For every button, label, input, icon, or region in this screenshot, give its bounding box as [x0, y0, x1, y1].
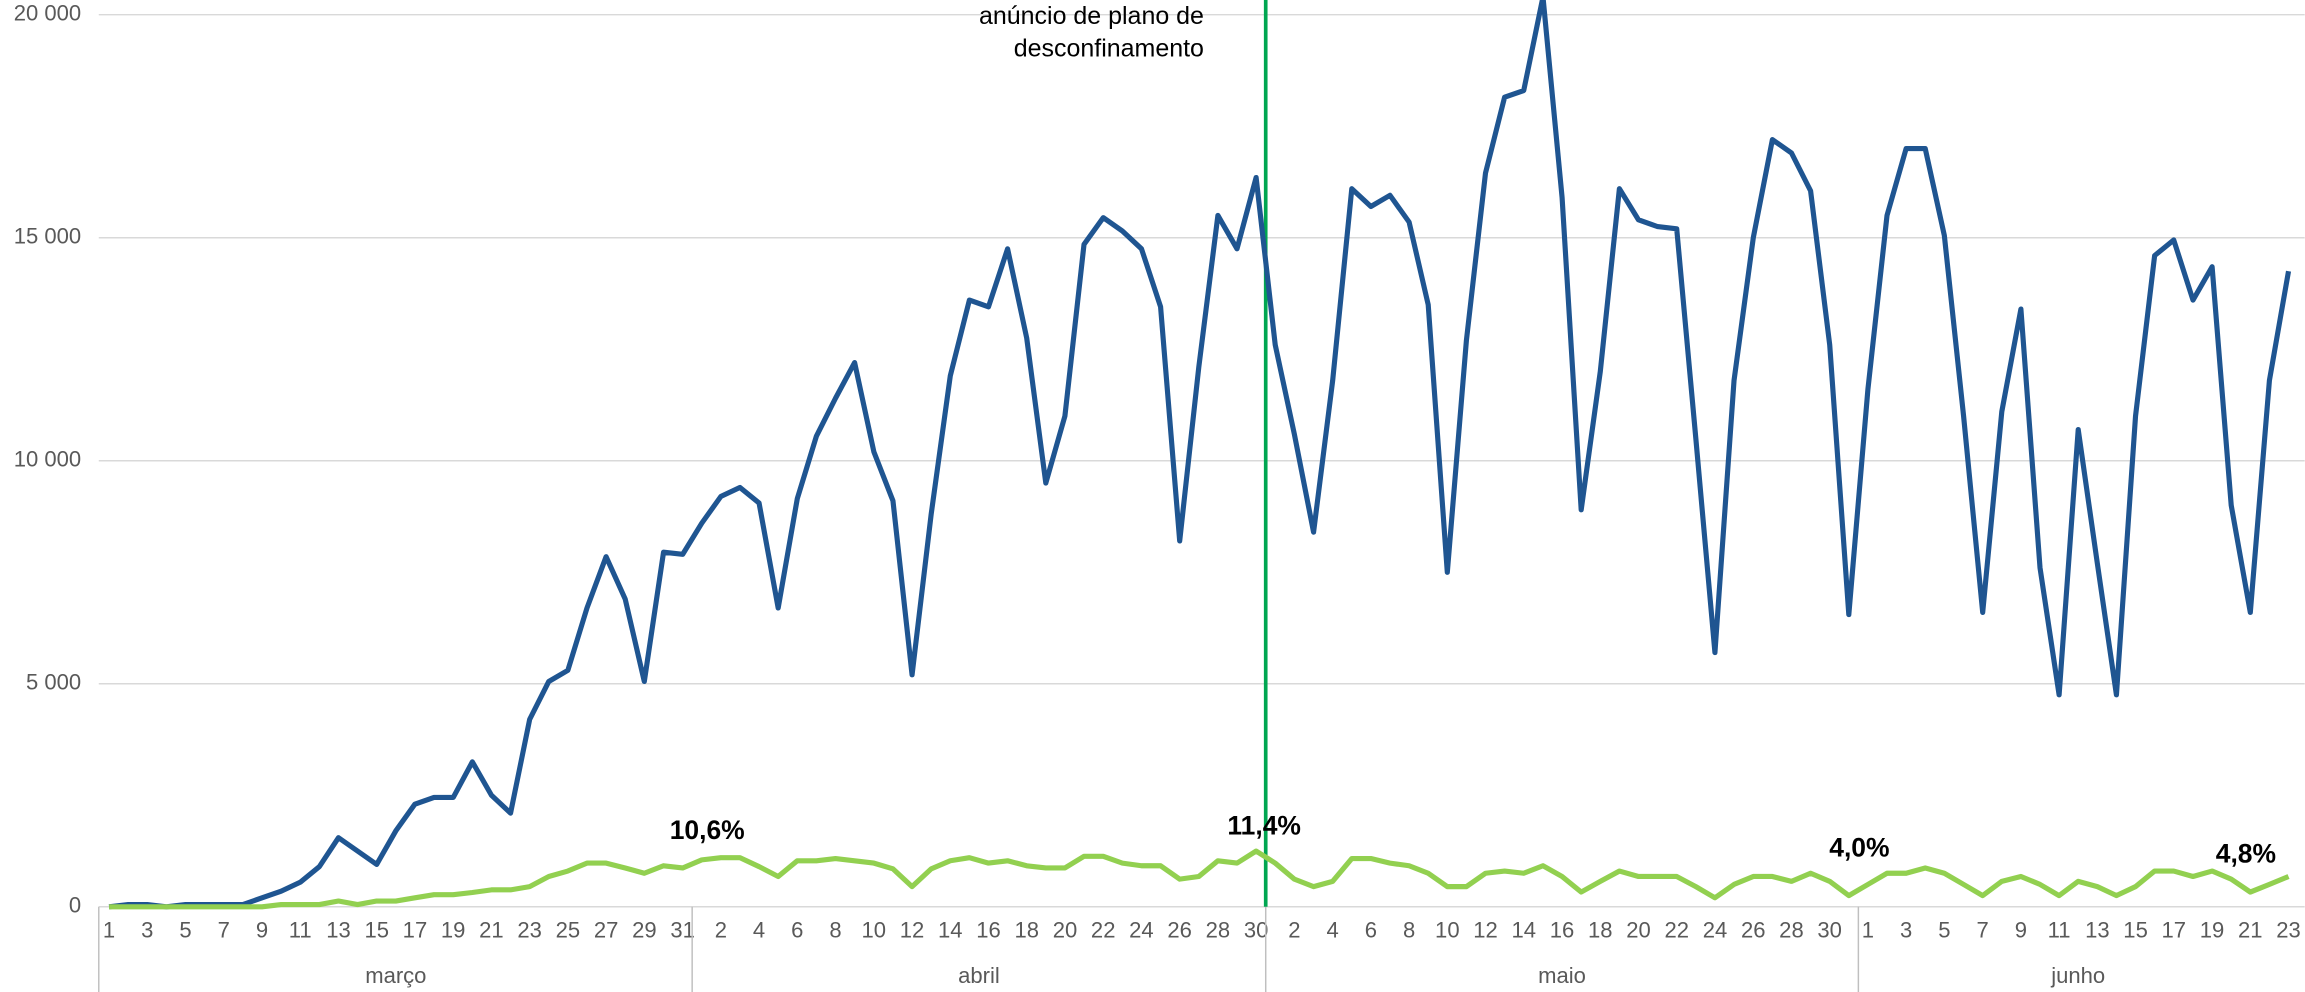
x-tick-label: 29	[632, 918, 657, 943]
x-tick-label: 12	[900, 918, 925, 943]
x-tick-label: 12	[1473, 918, 1498, 943]
x-tick-label: 9	[2015, 918, 2027, 943]
y-tick-label: 15 000	[14, 224, 81, 249]
x-tick-label: 16	[1550, 918, 1575, 943]
data-annotation: 4,0%	[1829, 832, 1889, 862]
x-tick-label: 11	[2048, 918, 2071, 943]
x-tick-label: 5	[179, 918, 191, 943]
x-tick-label: 7	[1977, 918, 1989, 943]
data-annotation: 4,8%	[2216, 838, 2276, 868]
x-tick-label: 19	[441, 918, 466, 943]
data-annotation: 10,6%	[670, 815, 745, 845]
x-tick-label: 5	[1938, 918, 1950, 943]
x-tick-label: 3	[141, 918, 153, 943]
y-tick-label: 20 000	[14, 1, 81, 26]
x-tick-label: 16	[976, 918, 1001, 943]
x-tick-label: 4	[1326, 918, 1338, 943]
month-label: abril	[958, 963, 1000, 988]
x-tick-label: 24	[1703, 918, 1728, 943]
x-tick-label: 18	[1588, 918, 1613, 943]
x-tick-label: 31	[670, 918, 695, 943]
x-tick-label: 4	[753, 918, 765, 943]
x-tick-label: 28	[1206, 918, 1231, 943]
data-annotation: 11,4%	[1227, 810, 1301, 840]
x-tick-label: 21	[2238, 918, 2263, 943]
x-tick-label: 2	[1288, 918, 1300, 943]
month-label: maio	[1538, 963, 1586, 988]
x-tick-label: 23	[2276, 918, 2301, 943]
x-tick-label: 1	[1862, 918, 1874, 943]
x-tick-label: 25	[556, 918, 581, 943]
month-label: junho	[2050, 963, 2105, 988]
x-tick-label: 20	[1053, 918, 1078, 943]
x-tick-label: 1	[103, 918, 115, 943]
x-tick-label: 26	[1167, 918, 1192, 943]
x-tick-label: 26	[1741, 918, 1766, 943]
x-tick-label: 10	[862, 918, 887, 943]
x-tick-label: 18	[1014, 918, 1039, 943]
y-tick-label: 0	[69, 893, 81, 918]
x-tick-label: 20	[1626, 918, 1651, 943]
x-tick-label: 27	[594, 918, 619, 943]
x-tick-label: 2	[715, 918, 727, 943]
event-annotation: anúncio de plano de	[979, 2, 1204, 30]
x-tick-label: 6	[791, 918, 803, 943]
x-tick-label: 17	[403, 918, 428, 943]
x-tick-label: 28	[1779, 918, 1804, 943]
x-tick-label: 13	[2085, 918, 2110, 943]
x-tick-label: 8	[1403, 918, 1415, 943]
y-tick-label: 5 000	[26, 670, 81, 695]
series-line	[108, 0, 2292, 910]
x-tick-label: 23	[517, 918, 542, 943]
x-tick-label: 24	[1129, 918, 1154, 943]
series-line	[109, 848, 2290, 910]
x-tick-label: 15	[364, 918, 389, 943]
x-tick-label: 8	[829, 918, 841, 943]
x-tick-label: 19	[2200, 918, 2225, 943]
x-tick-label: 15	[2123, 918, 2148, 943]
x-tick-label: 6	[1365, 918, 1377, 943]
x-tick-label: 30	[1817, 918, 1842, 943]
x-tick-label: 21	[479, 918, 504, 943]
x-tick-label: 7	[218, 918, 230, 943]
x-tick-label: 13	[326, 918, 351, 943]
x-tick-label: 10	[1435, 918, 1460, 943]
x-tick-label: 14	[938, 918, 963, 943]
x-tick-label: 22	[1664, 918, 1689, 943]
x-tick-label: 14	[1512, 918, 1537, 943]
x-tick-label: 30	[1244, 918, 1269, 943]
y-tick-label: 10 000	[14, 447, 81, 472]
event-annotation: desconfinamento	[1014, 35, 1204, 63]
month-label: março	[365, 963, 426, 988]
x-tick-label: 9	[256, 918, 268, 943]
x-tick-label: 22	[1091, 918, 1116, 943]
x-tick-label: 3	[1900, 918, 1912, 943]
x-tick-label: 11	[289, 918, 312, 943]
x-tick-label: 17	[2162, 918, 2187, 943]
